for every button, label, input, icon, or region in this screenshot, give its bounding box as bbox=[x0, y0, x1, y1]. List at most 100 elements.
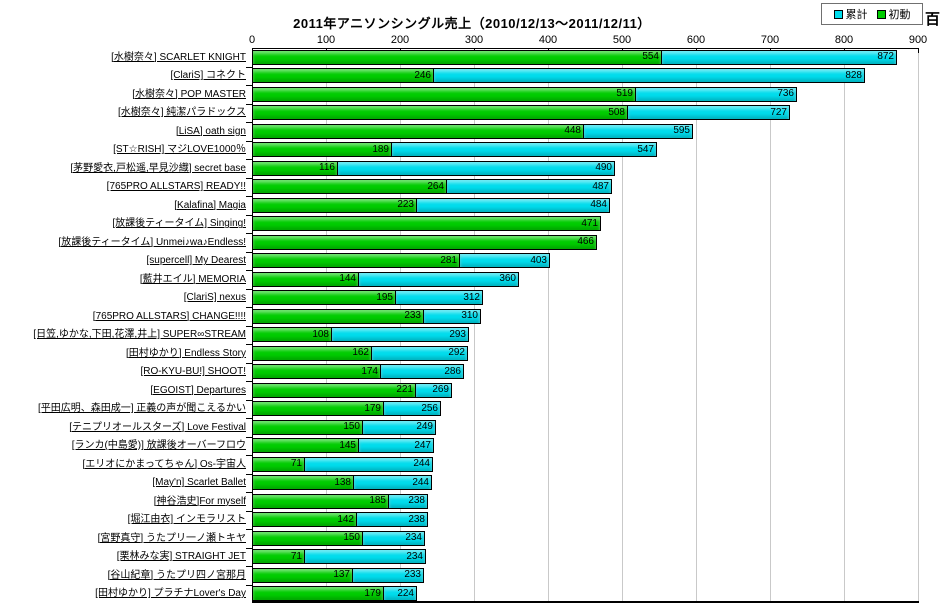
first-week-value: 179 bbox=[364, 587, 381, 599]
category-label: [EGOIST] Departures bbox=[150, 384, 246, 396]
cumulative-value: 269 bbox=[432, 384, 449, 396]
first-week-bar: 142 bbox=[252, 512, 357, 528]
first-week-bar: 108 bbox=[252, 327, 332, 343]
x-axis-tick-label: 200 bbox=[390, 34, 410, 46]
plot-bottom-border bbox=[252, 601, 919, 603]
cumulative-bar: 547 bbox=[391, 142, 657, 158]
x-axis-tick-label: 400 bbox=[538, 34, 558, 46]
cumulative-value: 828 bbox=[845, 69, 862, 81]
cumulative-value: 256 bbox=[421, 402, 438, 414]
category-axis-tick bbox=[246, 584, 252, 586]
x-axis-tick-label: 0 bbox=[248, 34, 256, 46]
category-label: [765PRO ALLSTARS] READY!! bbox=[106, 181, 246, 193]
cumulative-bar: 234 bbox=[362, 530, 425, 546]
category-label: [ランカ(中島愛)] 放課後オーバーフロウ bbox=[71, 440, 246, 452]
category-axis-tick bbox=[246, 140, 252, 142]
cumulative-value: 727 bbox=[770, 106, 787, 118]
first-week-bar: 233 bbox=[252, 308, 424, 324]
cumulative-bar: 872 bbox=[661, 49, 897, 65]
category-axis-tick bbox=[246, 177, 252, 179]
category-axis-tick bbox=[246, 381, 252, 382]
category-axis-tick bbox=[246, 325, 252, 327]
first-week-swatch-icon bbox=[876, 9, 886, 19]
first-week-bar: 138 bbox=[252, 475, 354, 491]
gridline bbox=[326, 49, 327, 601]
cumulative-value: 233 bbox=[404, 569, 421, 581]
category-axis-tick bbox=[246, 214, 252, 216]
first-week-bar: 471 bbox=[252, 216, 601, 232]
cumulative-bar: 403 bbox=[459, 253, 550, 269]
first-week-bar: 179 bbox=[252, 586, 384, 602]
first-week-bar: 179 bbox=[252, 401, 384, 417]
cumulative-value: 244 bbox=[413, 458, 430, 470]
first-week-value: 142 bbox=[337, 513, 354, 525]
cumulative-value: 490 bbox=[595, 162, 612, 174]
category-axis-tick bbox=[246, 122, 252, 123]
category-label: [May'n] Scarlet Ballet bbox=[152, 477, 246, 489]
cumulative-value: 312 bbox=[463, 291, 480, 303]
first-week-value: 174 bbox=[361, 365, 378, 377]
category-label: [茅野愛衣,戸松遥,早見沙織] secret base bbox=[70, 162, 246, 174]
first-week-bar: 264 bbox=[252, 179, 447, 195]
first-week-bar: 145 bbox=[252, 438, 359, 454]
category-label: [エリオにかまってちゃん] Os-宇宙人 bbox=[82, 458, 246, 470]
category-axis-tick bbox=[246, 529, 252, 530]
first-week-value: 264 bbox=[427, 180, 444, 192]
cumulative-bar: 249 bbox=[362, 419, 436, 435]
cumulative-value: 403 bbox=[530, 254, 547, 266]
category-axis-tick bbox=[246, 455, 252, 456]
cumulative-bar: 244 bbox=[304, 456, 433, 472]
first-week-value: 554 bbox=[642, 51, 659, 63]
cumulative-value: 547 bbox=[637, 143, 654, 155]
legend-item-first-week: 初動 bbox=[876, 6, 911, 22]
x-axis-tick-label: 300 bbox=[464, 34, 484, 46]
first-week-bar: 174 bbox=[252, 364, 381, 380]
first-week-bar: 223 bbox=[252, 197, 417, 213]
first-week-value: 108 bbox=[312, 328, 329, 340]
first-week-bar: 71 bbox=[252, 456, 305, 472]
first-week-bar: 554 bbox=[252, 49, 662, 65]
cumulative-bar: 256 bbox=[383, 401, 441, 417]
cumulative-value: 234 bbox=[406, 550, 423, 562]
category-label: [Kalafina] Magia bbox=[174, 199, 246, 211]
cumulative-value: 872 bbox=[877, 51, 894, 63]
chart-title: 2011年アニソンシングル売上（2010/12/13～2011/12/11） bbox=[293, 16, 651, 31]
category-label: [水樹奈々] SCARLET KNIGHT bbox=[111, 51, 246, 63]
category-axis-tick bbox=[246, 510, 252, 512]
category-label: [ST☆RISH] マジLOVE1000％ bbox=[113, 144, 246, 156]
first-week-value: 162 bbox=[352, 347, 369, 359]
cumulative-bar: 293 bbox=[331, 327, 469, 343]
category-label: [LiSA] oath sign bbox=[175, 125, 246, 137]
category-label: [栗林みな実] STRAIGHT JET bbox=[116, 551, 246, 563]
first-week-bar: 221 bbox=[252, 382, 416, 398]
first-week-value: 223 bbox=[397, 199, 414, 211]
cumulative-value: 234 bbox=[405, 532, 422, 544]
cumulative-bar: 238 bbox=[388, 493, 428, 509]
category-label: [田村ゆかり] Endless Story bbox=[125, 347, 246, 359]
first-week-value: 471 bbox=[581, 217, 598, 229]
first-week-bar: 162 bbox=[252, 345, 372, 361]
first-week-bar: 519 bbox=[252, 86, 636, 102]
first-week-value: 71 bbox=[290, 458, 302, 470]
gridline bbox=[548, 49, 549, 601]
plot-area: 554 872 246 828 519 736 508 727 448 595 189 547 116 4… bbox=[246, 48, 919, 603]
first-week-value: 116 bbox=[319, 162, 335, 174]
first-week-bar: 195 bbox=[252, 290, 396, 306]
cumulative-bar: 224 bbox=[383, 586, 417, 602]
category-label: [765PRO ALLSTARS] CHANGE!!!! bbox=[92, 310, 246, 322]
category-axis-tick bbox=[246, 270, 252, 271]
first-week-value: 466 bbox=[577, 236, 594, 248]
first-week-value: 185 bbox=[369, 495, 386, 507]
cumulative-value: 595 bbox=[673, 125, 690, 137]
first-week-value: 233 bbox=[404, 310, 421, 322]
category-label: [水樹奈々] 純潔パラドックス bbox=[117, 107, 246, 119]
cumulative-value: 484 bbox=[590, 199, 607, 211]
category-axis-tick bbox=[246, 66, 252, 68]
cumulative-bar: 269 bbox=[415, 382, 452, 398]
legend-label-first-week: 初動 bbox=[888, 9, 911, 21]
first-week-bar: 71 bbox=[252, 549, 305, 565]
category-label: [放課後ティータイム] Unmei♪wa♪Endless! bbox=[58, 236, 246, 248]
category-axis-tick bbox=[246, 566, 252, 567]
gridline bbox=[770, 49, 771, 601]
first-week-bar: 116 bbox=[252, 160, 338, 176]
